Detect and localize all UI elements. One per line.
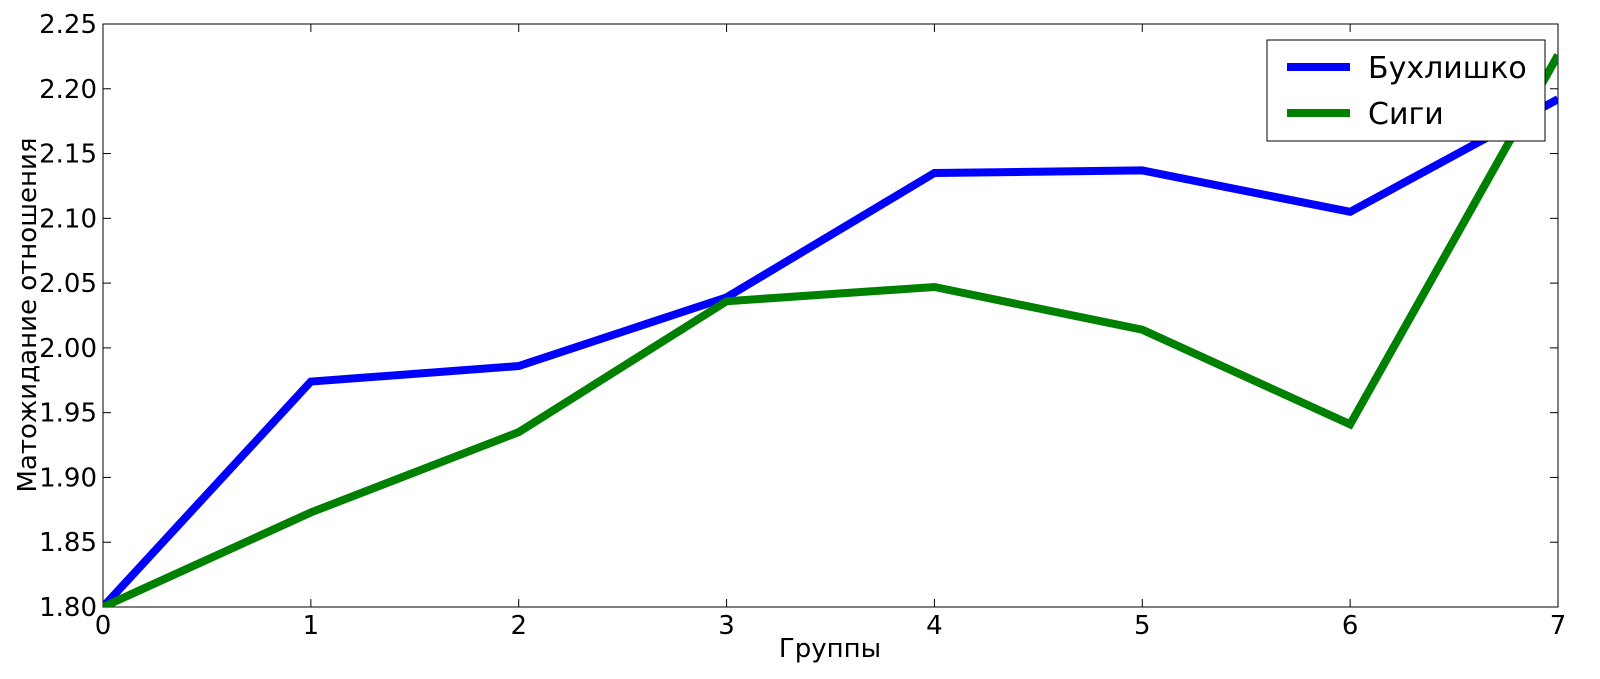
x-tick-label: 0 bbox=[95, 611, 112, 641]
x-tick-label: 1 bbox=[303, 611, 320, 641]
x-tick-label: 3 bbox=[718, 611, 735, 641]
y-tick-label: 2.15 bbox=[39, 140, 97, 170]
x-tick-label: 5 bbox=[1134, 611, 1151, 641]
x-tick-label: 2 bbox=[510, 611, 527, 641]
x-tick-label: 4 bbox=[926, 611, 943, 641]
y-tick-label: 2.05 bbox=[39, 269, 97, 299]
y-tick-label: 2.25 bbox=[39, 10, 97, 40]
y-tick-label: 1.95 bbox=[39, 399, 97, 429]
y-tick-label: 2.10 bbox=[39, 204, 97, 234]
y-tick-label: 1.90 bbox=[39, 463, 97, 493]
x-axis-label: Группы bbox=[779, 634, 881, 664]
legend-box bbox=[1266, 39, 1546, 142]
y-tick-label: 2.20 bbox=[39, 75, 97, 105]
legend-label: Сиги bbox=[1368, 97, 1444, 132]
x-tick-label: 6 bbox=[1342, 611, 1359, 641]
y-tick-label: 1.80 bbox=[39, 593, 97, 623]
x-tick-label: 7 bbox=[1550, 611, 1567, 641]
y-axis-label: Матожидание отношения bbox=[13, 137, 43, 492]
legend: Бухлишко Сиги bbox=[1266, 39, 1546, 142]
y-axis: 1.80 1.85 1.90 1.95 2.00 2.05 2.10 2.15 2.20 2.25 bbox=[39, 10, 1558, 623]
legend-label: Бухлишко bbox=[1368, 51, 1527, 86]
series-line-1 bbox=[103, 95, 1558, 607]
y-tick-label: 1.85 bbox=[39, 528, 97, 558]
series-lines bbox=[103, 53, 1558, 607]
series-line-2 bbox=[103, 53, 1558, 607]
x-axis: 0 1 2 3 4 5 6 7 bbox=[95, 24, 1567, 641]
y-tick-label: 2.00 bbox=[39, 334, 97, 364]
